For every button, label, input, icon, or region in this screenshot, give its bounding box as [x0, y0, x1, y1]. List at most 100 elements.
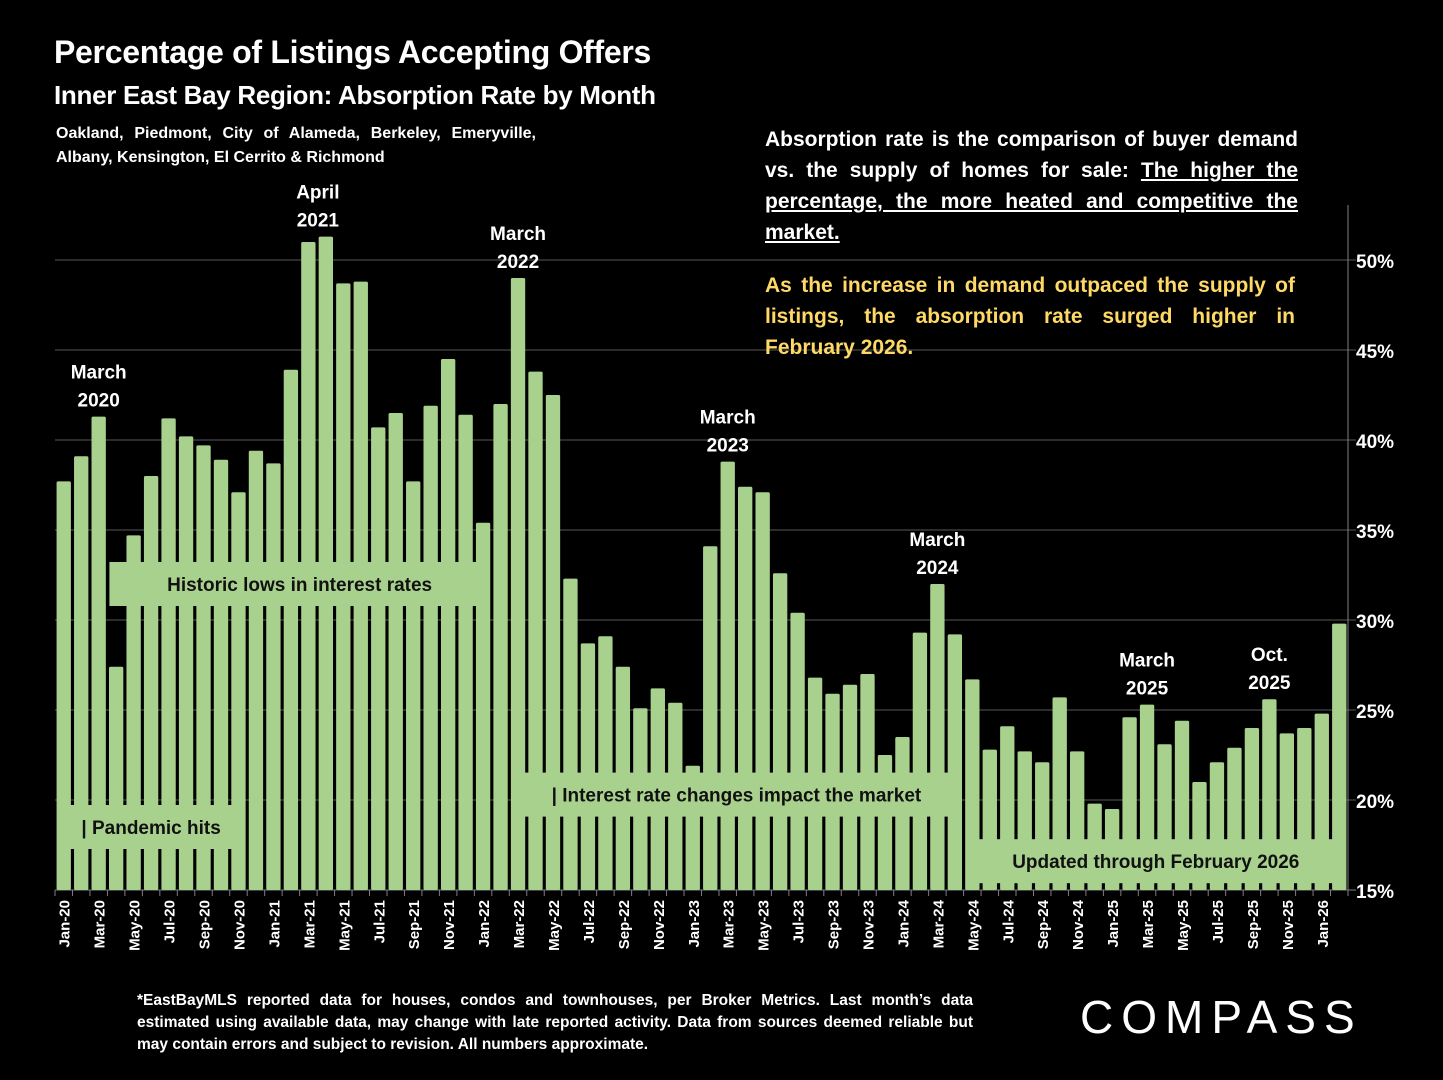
- x-tick-label: Jan-26: [1315, 900, 1332, 948]
- bar: [475, 522, 491, 890]
- bar: [423, 405, 438, 890]
- x-tick-label: Jan-24: [895, 899, 912, 947]
- bar: [545, 395, 561, 890]
- x-tick-label: Sep-21: [406, 900, 423, 949]
- x-tick-label: Nov-25: [1280, 900, 1297, 950]
- annotation-line1: March: [700, 408, 756, 429]
- annotation-line2: 2021: [297, 211, 340, 232]
- x-tick-label: Mar-23: [721, 900, 738, 948]
- x-tick-label: Jul-20: [162, 900, 179, 943]
- bar: [178, 436, 194, 890]
- x-tick-label: Jan-22: [476, 900, 493, 948]
- x-tick-label: Sep-22: [616, 900, 633, 949]
- bar: [930, 584, 945, 890]
- y-tick-label: 20%: [1356, 792, 1394, 813]
- annotation-line1: March: [71, 363, 127, 384]
- bar: [283, 369, 299, 890]
- chart-subtitle: Inner East Bay Region: Absorption Rate b…: [54, 80, 656, 110]
- x-tick-label: Sep-23: [826, 900, 843, 949]
- bar: [440, 359, 456, 890]
- bar: [755, 492, 770, 890]
- bar: [248, 450, 264, 890]
- annotation-line2: 2023: [707, 436, 749, 457]
- x-tick-label: Jul-25: [1210, 900, 1227, 943]
- bar: [493, 404, 508, 890]
- x-tick-label: May-24: [965, 899, 982, 951]
- annotation-line1: March: [490, 224, 546, 245]
- chart-title: Percentage of Listings Accepting Offers: [54, 34, 652, 70]
- band-label: Historic lows in interest rates: [167, 575, 432, 596]
- x-tick-label: May-21: [336, 900, 353, 951]
- annotation-line1: April: [296, 183, 339, 204]
- annotation-line1: Oct.: [1251, 645, 1288, 666]
- y-tick-label: 40%: [1356, 432, 1394, 453]
- highlight-note: As the increase in demand outpaced the s…: [765, 274, 1295, 359]
- bar: [161, 418, 176, 890]
- band-label: | Pandemic hits: [81, 818, 220, 839]
- annotation-line2: 2025: [1126, 679, 1169, 700]
- x-tick-label: Nov-20: [231, 900, 248, 950]
- bar: [772, 573, 788, 890]
- bar: [406, 481, 421, 890]
- bar: [738, 486, 753, 890]
- x-tick-label: Mar-25: [1140, 900, 1157, 948]
- band-box: [57, 805, 246, 849]
- bar: [528, 371, 543, 891]
- annotation-line1: March: [1119, 651, 1175, 672]
- x-tick-label: Sep-24: [1035, 899, 1052, 949]
- bar: [947, 634, 963, 890]
- band-label: | Interest rate changes impact the marke…: [552, 786, 922, 807]
- explanation-text: Absorption rate is the comparison of buy…: [765, 124, 1298, 248]
- y-tick-label: 35%: [1356, 522, 1394, 543]
- band-box: [109, 562, 490, 606]
- bar: [196, 445, 211, 890]
- x-tick-label: Jul-22: [581, 900, 598, 943]
- bar: [266, 463, 281, 890]
- annotation-line2: 2020: [78, 391, 120, 412]
- band-label: Updated through February 2026: [1012, 852, 1299, 873]
- bar: [720, 461, 735, 890]
- x-tick-label: Nov-24: [1070, 899, 1087, 950]
- explanation-plain: Absorption rate is the comparison of buy…: [765, 128, 1298, 182]
- x-tick-label: May-25: [1175, 900, 1192, 951]
- x-tick-label: Mar-20: [92, 900, 109, 948]
- bar: [56, 481, 71, 890]
- bar: [108, 666, 124, 890]
- bar: [965, 679, 980, 890]
- annotation-line2: 2025: [1248, 673, 1291, 694]
- bar: [703, 546, 718, 890]
- bar: [91, 416, 106, 890]
- x-tick-label: Mar-22: [511, 900, 528, 948]
- bar: [580, 643, 596, 890]
- annotation-bands: | Pandemic hits Historic lows in interest…: [57, 562, 1346, 884]
- x-tick-label: Jan-20: [57, 900, 74, 948]
- bar: [912, 632, 928, 890]
- y-tick-label: 25%: [1356, 702, 1394, 723]
- x-tick-label: Nov-23: [860, 900, 877, 950]
- bar: [510, 278, 526, 890]
- bar: [371, 427, 386, 890]
- x-tick-label: Mar-21: [301, 900, 318, 948]
- annotation-line2: 2024: [916, 558, 959, 579]
- x-tick-label: May-22: [546, 900, 563, 951]
- compass-logo: COMPASS: [1080, 991, 1363, 1043]
- x-tick-label: Sep-20: [197, 900, 214, 949]
- annotation-line1: March: [909, 530, 965, 551]
- x-tick-label: May-20: [127, 900, 144, 951]
- x-tick-label: Jul-21: [371, 900, 388, 943]
- bar: [458, 414, 473, 890]
- annotation-line2: 2022: [497, 252, 539, 273]
- x-tick-label: Nov-22: [651, 900, 668, 950]
- region-list: Oakland, Piedmont, City of Alameda, Berk…: [56, 125, 536, 166]
- x-tick-label: Nov-21: [441, 900, 458, 950]
- band-box: [511, 772, 962, 817]
- bar: [126, 535, 141, 890]
- footnote: *EastBayMLS reported data for houses, co…: [137, 992, 973, 1053]
- x-tick-label: May-23: [756, 900, 773, 951]
- y-axis: 15% 20% 25% 30% 35% 40% 45% 50%: [1347, 205, 1394, 903]
- bar: [388, 413, 403, 890]
- bar: [1332, 623, 1347, 890]
- x-tick-label: Jul-24: [1000, 899, 1017, 943]
- x-tick-label: Mar-24: [930, 899, 947, 948]
